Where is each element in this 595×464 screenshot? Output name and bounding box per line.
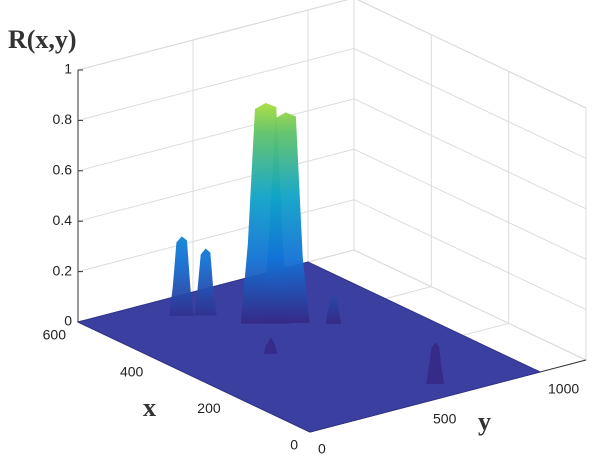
- surface-peak: [263, 337, 278, 354]
- x-tick-label: 200: [197, 400, 221, 416]
- z-grid-line: [77, 98, 587, 210]
- z-tick-label: 0: [64, 313, 72, 329]
- z-tick-label: 1: [64, 61, 72, 77]
- z-tick-label: 0.2: [53, 262, 73, 278]
- y-tick-label: 1000: [548, 381, 579, 397]
- z-tick-label: 0.6: [53, 162, 73, 178]
- y-axis-title: y: [478, 407, 491, 436]
- x-axis-title: x: [143, 393, 156, 422]
- y-tick-label: 0: [318, 441, 326, 457]
- x-tick-label: 400: [120, 363, 144, 379]
- z-grid-line: [77, 148, 587, 260]
- surface-peak: [261, 112, 310, 323]
- surface-floor: [76, 261, 542, 433]
- surface-peak: [194, 248, 217, 316]
- z-grid-line: [77, 47, 587, 159]
- surface-peak: [426, 342, 445, 384]
- x-tick-label: 0: [290, 437, 298, 453]
- plot-area: [76, 102, 542, 433]
- surface-peak: [325, 294, 342, 324]
- surface-peak: [169, 236, 195, 316]
- z-tick-label: 0.4: [53, 212, 73, 228]
- x-tick-label: 600: [43, 327, 67, 343]
- y-tick-label: 500: [433, 411, 457, 427]
- z-axis-title: R(x,y): [8, 25, 77, 54]
- z-tick-label: 0.8: [53, 111, 73, 127]
